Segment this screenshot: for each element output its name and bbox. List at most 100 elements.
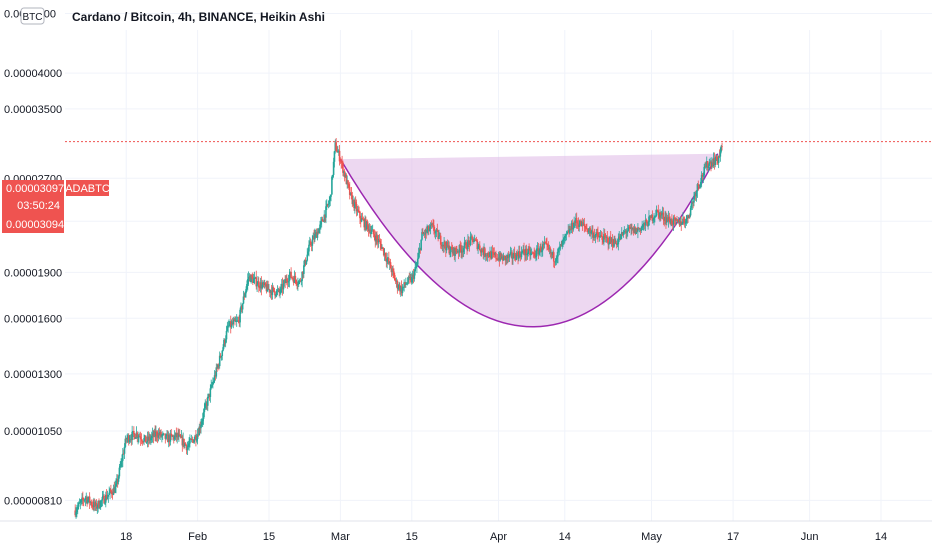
candle-body	[331, 174, 334, 177]
candle-body	[382, 247, 385, 256]
y-tick-label: 0.00001050	[4, 426, 62, 438]
candle-body	[702, 175, 705, 177]
candle-body	[187, 445, 190, 448]
candle-body	[614, 239, 616, 244]
candle-body	[328, 200, 331, 204]
candle-body	[120, 461, 122, 467]
candle-body	[713, 158, 716, 165]
candle-body	[405, 284, 407, 285]
candle-body	[96, 507, 99, 509]
candle-body	[129, 439, 132, 440]
candle-body	[427, 226, 429, 231]
candle-body	[146, 436, 149, 443]
candle-body	[374, 237, 377, 242]
candle-body	[626, 231, 628, 233]
candle-body	[315, 232, 318, 238]
candle-body	[484, 255, 487, 257]
candle-body	[564, 233, 567, 236]
candle-body	[368, 229, 371, 231]
candle-body	[149, 436, 151, 441]
candle-body	[175, 432, 178, 438]
candle-body	[303, 265, 305, 274]
candle-body	[418, 248, 421, 254]
candle-body	[629, 227, 632, 229]
candle-body	[138, 436, 140, 438]
cup-pattern-drawing[interactable]	[339, 153, 719, 328]
candle-body	[243, 296, 246, 298]
candle-body	[356, 209, 359, 212]
candle-body	[561, 240, 564, 247]
candle-body	[330, 194, 332, 197]
candle-body	[454, 248, 456, 256]
candle-body	[617, 239, 620, 245]
candle-body	[500, 253, 502, 259]
candle-body	[257, 281, 259, 285]
candle-body	[380, 243, 382, 249]
candle-body	[144, 435, 146, 439]
candle-body	[115, 483, 117, 487]
candle-body	[596, 232, 598, 233]
candle-body	[690, 203, 693, 208]
candle-body	[604, 235, 607, 238]
candle-body	[359, 211, 361, 219]
candle-body	[342, 162, 344, 173]
candle-body	[297, 284, 299, 285]
candle-body	[133, 433, 136, 439]
candle-body	[274, 291, 276, 296]
candle-body	[721, 146, 723, 148]
candle-body	[530, 252, 532, 256]
candle-body	[99, 500, 102, 507]
candle-body	[399, 285, 401, 292]
candle-body	[677, 220, 679, 223]
candle-body	[351, 195, 354, 205]
candle-body	[377, 239, 379, 243]
last-price-label: 0.00003097	[6, 183, 64, 195]
candle-body	[647, 225, 649, 227]
candle-body	[592, 230, 594, 238]
candle-body	[241, 306, 243, 310]
candle-body	[371, 229, 374, 231]
candle-body	[517, 254, 519, 259]
candle-body	[279, 292, 281, 293]
candle-body	[705, 166, 707, 168]
candle-body	[708, 162, 711, 166]
candle-body	[649, 215, 651, 217]
candle-body	[507, 254, 509, 259]
candle-body	[638, 228, 641, 230]
candle-body	[551, 252, 553, 256]
candle-body	[251, 275, 253, 278]
candle-body	[553, 261, 556, 263]
candle-body	[303, 259, 306, 266]
candle-body	[392, 268, 394, 272]
candle-body	[143, 438, 145, 442]
candle-body	[688, 215, 690, 218]
candle-body	[712, 158, 715, 166]
candle-body	[153, 431, 156, 437]
candle-body	[361, 217, 364, 220]
candle-body	[473, 241, 475, 243]
candle-body	[531, 252, 534, 254]
candle-body	[269, 290, 272, 293]
candle-body	[419, 248, 422, 251]
candle-body	[403, 282, 405, 287]
candle-body	[681, 223, 683, 225]
candle-body	[352, 200, 354, 205]
candle-body	[535, 256, 537, 257]
candle-body	[701, 174, 704, 177]
candle-body	[580, 220, 582, 227]
candle-body	[224, 339, 227, 344]
candle-body	[367, 225, 370, 231]
currency-badge[interactable]: BTC	[20, 7, 45, 25]
candle-body	[603, 234, 605, 243]
candle-body	[78, 502, 81, 504]
candle-body	[574, 221, 576, 223]
candle-body	[195, 438, 198, 441]
candle-body	[309, 241, 312, 246]
candle-body	[435, 229, 438, 232]
candle-body	[563, 238, 565, 241]
candle-body	[93, 502, 95, 508]
candle-body	[438, 235, 440, 240]
candle-body	[150, 438, 152, 441]
candle-body	[661, 212, 664, 215]
